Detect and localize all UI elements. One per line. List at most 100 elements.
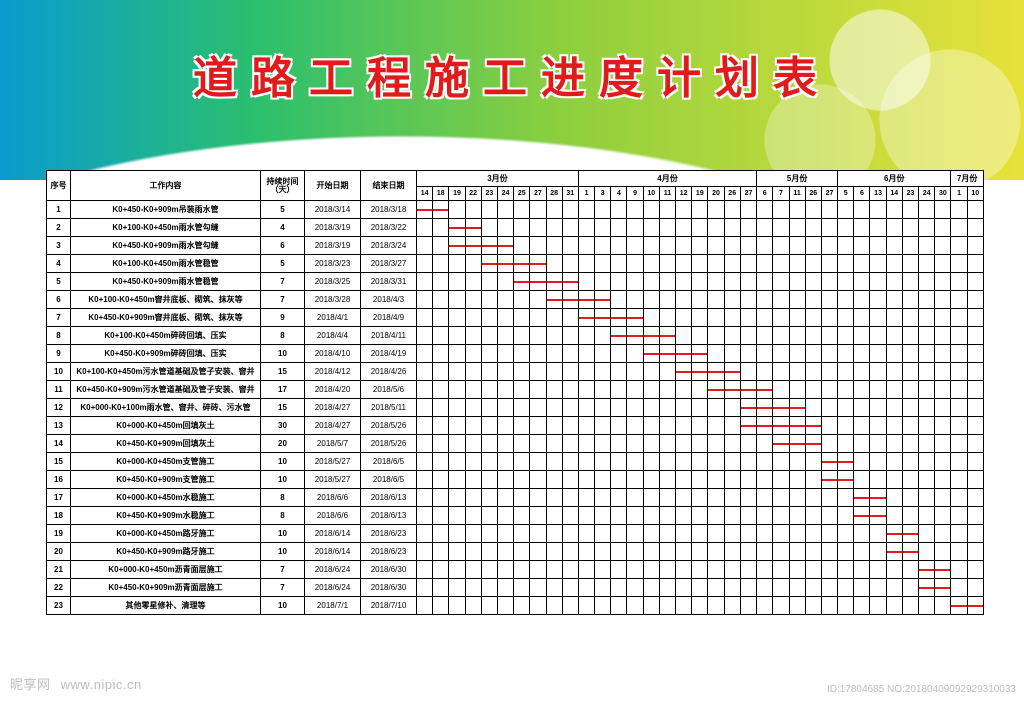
cell-end: 2018/6/5: [361, 471, 417, 489]
gantt-cell: [433, 219, 449, 237]
gantt-cell: [481, 471, 497, 489]
gantt-cell: [643, 435, 659, 453]
cell-task: K0+450-K0+909m雨水管勾缝: [71, 237, 261, 255]
gantt-cell: [497, 219, 513, 237]
gantt-cell: [417, 201, 433, 219]
gantt-cell: [611, 543, 627, 561]
gantt-cell: [919, 291, 935, 309]
table-row: 6K0+100-K0+450m窨井底板、砌筑、抹灰等72018/3/282018…: [47, 291, 984, 309]
gantt-cell: [870, 237, 886, 255]
gantt-cell: [497, 471, 513, 489]
gantt-cell: [773, 471, 789, 489]
cell-seq: 5: [47, 273, 71, 291]
gantt-cell: [465, 525, 481, 543]
table-row: 16K0+450-K0+909m支管施工102018/5/272018/6/5: [47, 471, 984, 489]
cell-seq: 19: [47, 525, 71, 543]
gantt-cell: [854, 489, 870, 507]
gantt-cell: [870, 399, 886, 417]
gantt-cell: [935, 291, 951, 309]
gantt-cell: [433, 471, 449, 489]
gantt-cell: [870, 255, 886, 273]
gantt-cell: [789, 309, 805, 327]
gantt-cell: [870, 453, 886, 471]
gantt-cell: [643, 291, 659, 309]
cell-duration: 10: [261, 597, 305, 615]
gantt-cell: [708, 345, 724, 363]
gantt-cell: [886, 579, 902, 597]
gantt-cell: [708, 273, 724, 291]
gantt-cell: [838, 255, 854, 273]
gantt-bar: [627, 335, 643, 337]
gantt-bar: [708, 371, 724, 373]
gantt-cell: [724, 399, 740, 417]
gantt-cell: [627, 309, 643, 327]
gantt-cell: [740, 291, 756, 309]
gantt-cell: [757, 471, 773, 489]
gantt-cell: [740, 201, 756, 219]
gantt-cell: [902, 309, 918, 327]
gantt-cell: [724, 219, 740, 237]
gantt-cell: [821, 273, 837, 291]
gantt-cell: [659, 489, 675, 507]
gantt-cell: [546, 597, 562, 615]
gantt-cell: [433, 399, 449, 417]
gantt-cell: [854, 597, 870, 615]
gantt-cell: [789, 273, 805, 291]
cell-task: K0+000-K0+450m回填灰土: [71, 417, 261, 435]
cell-end: 2018/7/10: [361, 597, 417, 615]
gantt-cell: [821, 471, 837, 489]
cell-duration: 6: [261, 237, 305, 255]
gantt-cell: [870, 345, 886, 363]
gantt-cell: [643, 255, 659, 273]
gantt-cell: [497, 309, 513, 327]
gantt-cell: [627, 453, 643, 471]
gantt-cell: [530, 291, 546, 309]
gantt-cell: [967, 489, 983, 507]
day-header: 4: [611, 187, 627, 201]
gantt-cell: [821, 543, 837, 561]
table-row: 7K0+450-K0+909m窨井底板、砌筑、抹灰等92018/4/12018/…: [47, 309, 984, 327]
day-header: 31: [562, 187, 578, 201]
gantt-cell: [740, 381, 756, 399]
gantt-cell: [611, 561, 627, 579]
gantt-bar: [595, 317, 611, 319]
cell-task: K0+450-K0+909m支管施工: [71, 471, 261, 489]
table-row: 13K0+000-K0+450m回填灰土302018/4/272018/5/26: [47, 417, 984, 435]
gantt-cell: [562, 291, 578, 309]
cell-start: 2018/6/6: [305, 507, 361, 525]
gantt-cell: [497, 543, 513, 561]
gantt-cell: [854, 327, 870, 345]
cell-duration: 7: [261, 291, 305, 309]
cell-end: 2018/5/6: [361, 381, 417, 399]
gantt-cell: [433, 345, 449, 363]
cell-start: 2018/4/27: [305, 399, 361, 417]
gantt-bar: [627, 317, 643, 319]
gantt-cell: [773, 399, 789, 417]
gantt-cell: [805, 237, 821, 255]
gantt-cell: [708, 561, 724, 579]
gantt-bar: [481, 263, 497, 265]
gantt-cell: [919, 345, 935, 363]
gantt-cell: [838, 327, 854, 345]
gantt-cell: [578, 201, 594, 219]
gantt-bar: [449, 245, 465, 247]
gantt-cell: [951, 291, 967, 309]
gantt-cell: [854, 219, 870, 237]
gantt-cell: [724, 435, 740, 453]
gantt-cell: [449, 327, 465, 345]
gantt-cell: [740, 345, 756, 363]
cell-task: K0+100-K0+450m雨水管勾缝: [71, 219, 261, 237]
cell-seq: 9: [47, 345, 71, 363]
gantt-cell: [870, 363, 886, 381]
gantt-cell: [805, 543, 821, 561]
gantt-cell: [627, 237, 643, 255]
gantt-cell: [838, 345, 854, 363]
gantt-cell: [692, 345, 708, 363]
gantt-cell: [449, 219, 465, 237]
gantt-cell: [578, 219, 594, 237]
gantt-cell: [449, 507, 465, 525]
gantt-cell: [497, 435, 513, 453]
gantt-cell: [935, 219, 951, 237]
gantt-table: 序号 工作内容 持续时间（天） 开始日期 结束日期 3月份4月份5月份6月份7月…: [46, 170, 984, 615]
cell-task: K0+450-K0+909m沥青面层施工: [71, 579, 261, 597]
